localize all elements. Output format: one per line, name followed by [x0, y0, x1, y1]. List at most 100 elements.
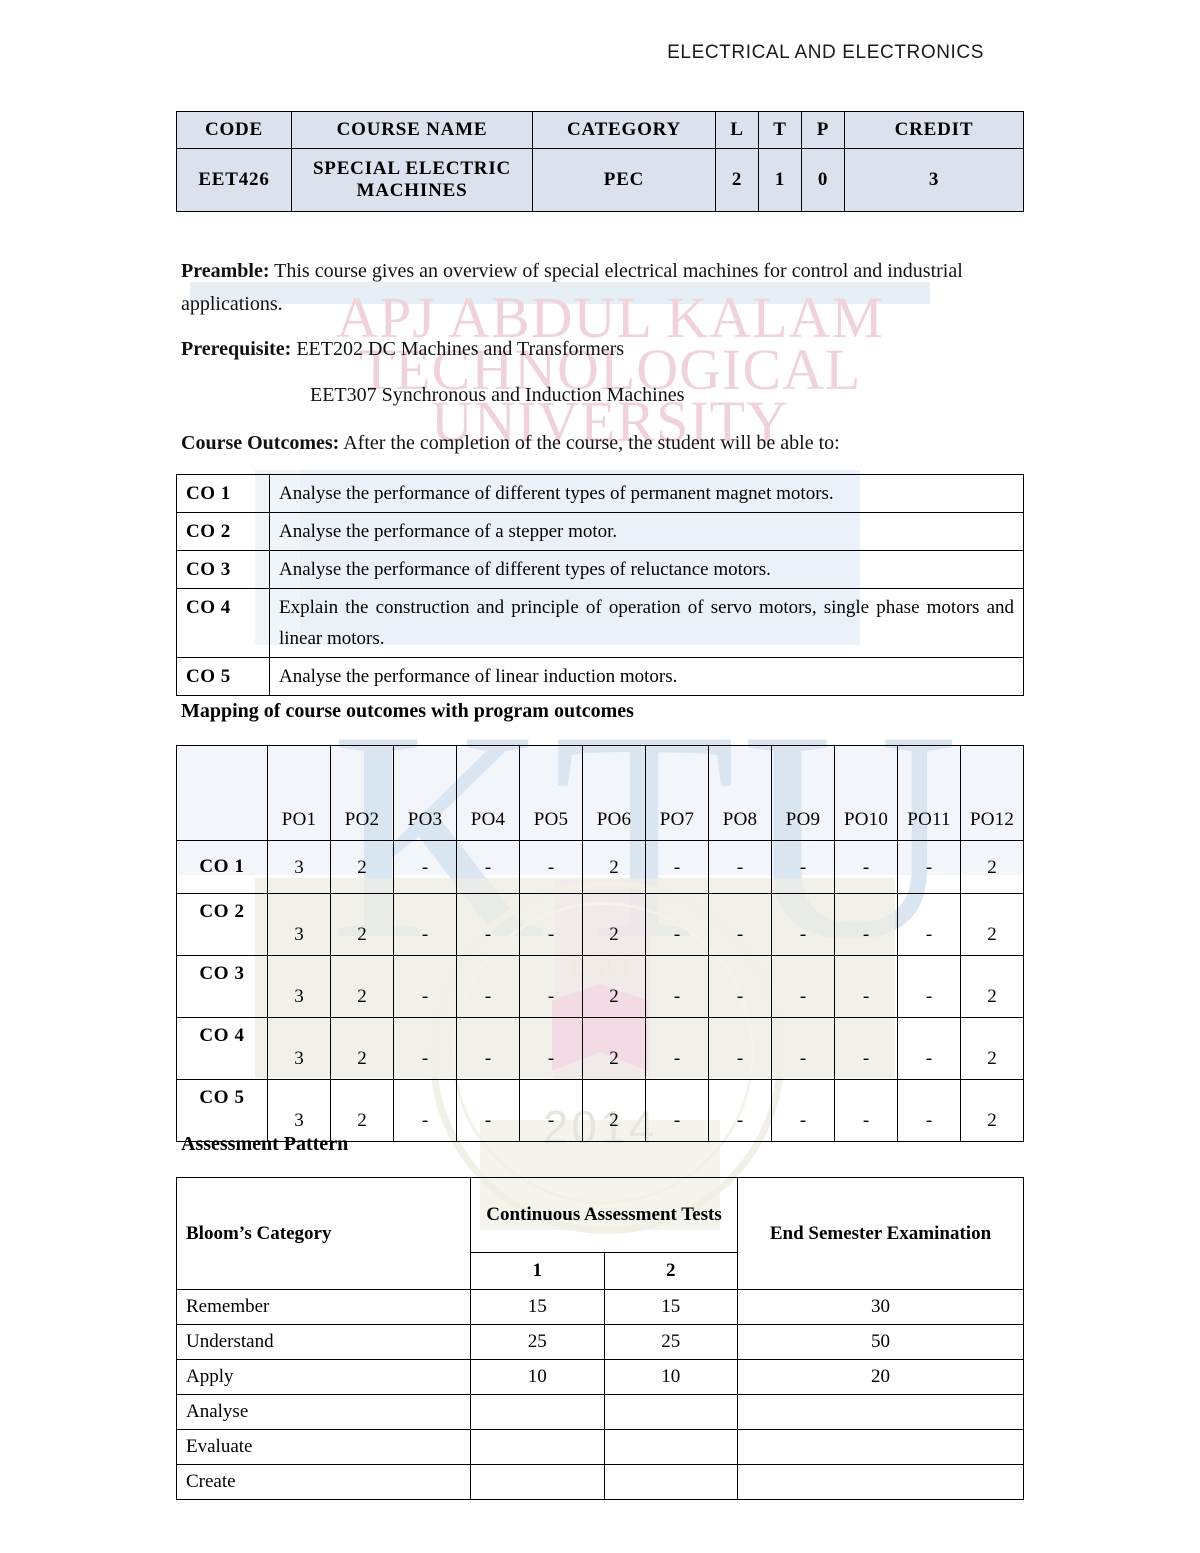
mapping-cell: -: [456, 840, 520, 894]
assessment-test2-value: 10: [603, 1359, 738, 1395]
mapping-cell: -: [645, 893, 709, 956]
cell-credit: 3: [844, 148, 1024, 212]
assessment-endsem-value: [737, 1464, 1024, 1500]
assessment-category: Evaluate: [176, 1429, 471, 1465]
co-id: CO 3: [176, 550, 270, 589]
col-header-continuous-assessment-tests: Continuous Assessment Tests: [470, 1177, 738, 1253]
prerequisite-text: EET202 DC Machines and Transformers: [291, 338, 625, 360]
cell-tutorial-hours: 1: [758, 148, 802, 212]
cell-course-name: SPECIAL ELECTRIC MACHINES: [291, 148, 533, 212]
mapping-cell: 2: [330, 840, 394, 894]
assessment-test2-value: [603, 1429, 738, 1465]
mapping-cell: -: [771, 893, 835, 956]
mapping-cell: -: [834, 955, 898, 1018]
prerequisite-label: Prerequisite:: [181, 338, 292, 360]
mapping-cell: -: [897, 955, 961, 1018]
co-id: CO 1: [176, 474, 270, 513]
table-row: CO 4 3 2 - - - 2 - - - - - 2: [176, 1017, 1024, 1080]
prerequisite-second-line: EET307 Synchronous and Induction Machine…: [310, 384, 685, 406]
page-header-title: ELECTRICAL AND ELECTRONICS: [667, 42, 984, 63]
mapping-cell: 3: [267, 955, 331, 1018]
co-po-mapping-table: PO1 PO2 PO3 PO4 PO5 PO6 PO7 PO8 PO9 PO10…: [176, 745, 1024, 1142]
table-row: Bloom’s Category Continuous Assessment T…: [176, 1177, 1024, 1290]
mapping-cell: 2: [960, 955, 1024, 1018]
col-header-end-semester-examination: End Semester Examination: [737, 1177, 1024, 1290]
col-header-p: P: [801, 111, 845, 149]
mapping-cell: -: [897, 840, 961, 894]
assessment-section-title: Assessment Pattern: [181, 1133, 349, 1155]
table-row: Remember 15 15 30: [176, 1289, 1024, 1325]
assessment-test1-value: 25: [470, 1324, 605, 1360]
course-outcomes-lead: Course Outcomes: After the completion of…: [181, 427, 981, 460]
mapping-row-label: CO 3: [176, 955, 268, 1018]
table-row: CO 2 3 2 - - - 2 - - - - - 2: [176, 893, 1024, 956]
col-header-po8: PO8: [708, 745, 772, 841]
table-row: 1 2: [177, 1252, 1024, 1290]
table-row: CO 1 Analyse the performance of differen…: [176, 474, 1024, 513]
mapping-cell: -: [519, 840, 583, 894]
table-row: CO 3 Analyse the performance of differen…: [176, 550, 1024, 589]
table-row: CO 1 3 2 - - - 2 - - - - - 2: [176, 840, 1024, 894]
co-text: Analyse the performance of a stepper mot…: [269, 512, 1024, 551]
mapping-cell: -: [645, 1079, 709, 1142]
mapping-cell: -: [771, 955, 835, 1018]
mapping-cell: 2: [960, 1017, 1024, 1080]
mapping-cell: -: [645, 1017, 709, 1080]
mapping-cell: 2: [960, 893, 1024, 956]
table-row: Analyse: [176, 1394, 1024, 1430]
mapping-cell: -: [393, 1017, 457, 1080]
mapping-corner-cell: [176, 745, 268, 841]
col-header-test-1: 1: [470, 1252, 605, 1290]
mapping-cell: 2: [330, 1017, 394, 1080]
mapping-cell: 2: [960, 1079, 1024, 1142]
col-header-code: CODE: [176, 111, 292, 149]
col-header-po9: PO9: [771, 745, 835, 841]
mapping-cell: 2: [330, 955, 394, 1018]
col-header-po1: PO1: [267, 745, 331, 841]
assessment-endsem-value: [737, 1429, 1024, 1465]
mapping-cell: -: [771, 1017, 835, 1080]
preamble-paragraph: Preamble: This course gives an overview …: [181, 255, 971, 321]
mapping-cell: 2: [582, 1079, 646, 1142]
table-row: PO1 PO2 PO3 PO4 PO5 PO6 PO7 PO8 PO9 PO10…: [176, 745, 1024, 841]
col-header-blooms-category: Bloom’s Category: [176, 1177, 471, 1290]
course-info-table: CODE COURSE NAME CATEGORY L T P CREDIT E…: [176, 111, 1024, 212]
table-row: CO 4 Explain the construction and princi…: [176, 588, 1024, 658]
mapping-cell: -: [771, 840, 835, 894]
mapping-cell: -: [456, 1017, 520, 1080]
table-row: Understand 25 25 50: [176, 1324, 1024, 1360]
assessment-category: Apply: [176, 1359, 471, 1395]
table-row: Evaluate: [176, 1429, 1024, 1465]
assessment-category: Create: [176, 1464, 471, 1500]
col-header-po11: PO11: [897, 745, 961, 841]
mapping-cell: -: [771, 1079, 835, 1142]
assessment-test1-value: [470, 1394, 605, 1430]
mapping-cell: -: [834, 1017, 898, 1080]
mapping-cell: -: [519, 955, 583, 1018]
mapping-cell: -: [645, 955, 709, 1018]
mapping-cell: -: [393, 1079, 457, 1142]
mapping-row-label: CO 1: [176, 840, 268, 894]
course-outcomes-table: CO 1 Analyse the performance of differen…: [176, 474, 1024, 696]
mapping-cell: -: [519, 1079, 583, 1142]
col-header-l: L: [715, 111, 759, 149]
col-header-course-name: COURSE NAME: [291, 111, 533, 149]
mapping-cell: -: [456, 955, 520, 1018]
mapping-cell: -: [897, 1017, 961, 1080]
mapping-row-label: CO 5: [176, 1079, 268, 1142]
mapping-cell: 2: [960, 840, 1024, 894]
assessment-test2-value: 15: [603, 1289, 738, 1325]
col-header-po3: PO3: [393, 745, 457, 841]
mapping-cell: 2: [330, 1079, 394, 1142]
table-row: CODE COURSE NAME CATEGORY L T P CREDIT: [176, 111, 1024, 149]
mapping-cell: -: [393, 840, 457, 894]
mapping-cell: -: [708, 955, 772, 1018]
cell-course-code: EET426: [176, 148, 292, 212]
mapping-cell: 3: [267, 1079, 331, 1142]
mapping-cell: -: [393, 955, 457, 1018]
col-header-po2: PO2: [330, 745, 394, 841]
mapping-cell: -: [645, 840, 709, 894]
mapping-cell: 3: [267, 893, 331, 956]
col-header-credit: CREDIT: [844, 111, 1024, 149]
mapping-cell: -: [456, 1079, 520, 1142]
